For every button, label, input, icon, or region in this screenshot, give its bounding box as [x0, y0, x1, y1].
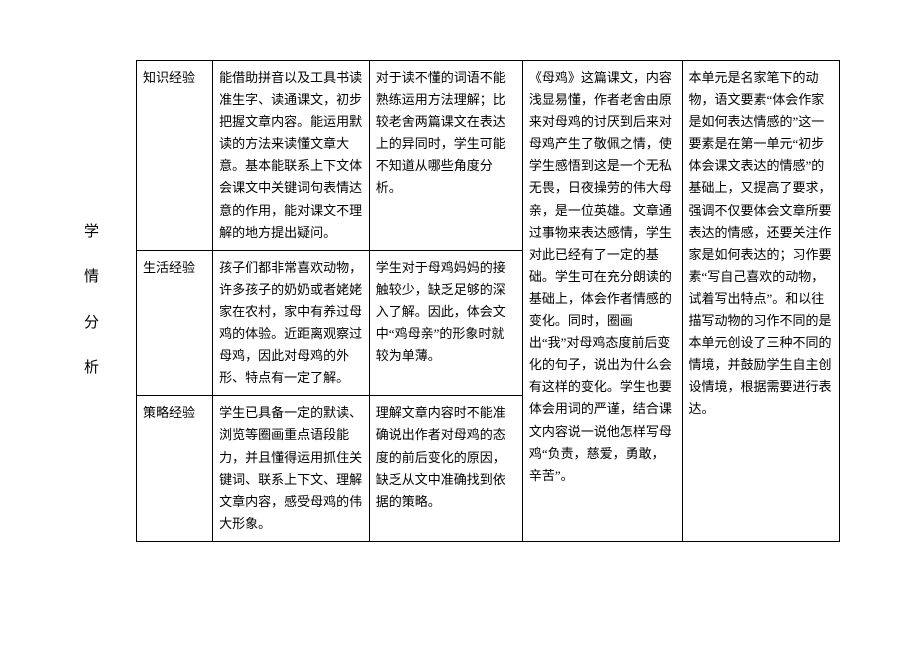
- row-header: 生活经验: [137, 250, 213, 396]
- side-title-char: 情: [84, 265, 108, 291]
- analysis-table: 知识经验 能借助拼音以及工具书读准生字、读通课文，初步把握文章内容。能运用默读的…: [136, 60, 840, 542]
- side-title-char: 学: [84, 220, 108, 246]
- cell-gap: 对于读不懂的词语不能熟练运用方法理解；比较老舍两篇课文在表达上的异同时，学生可能…: [369, 61, 522, 251]
- row-header: 知识经验: [137, 61, 213, 251]
- cell-existing: 学生已具备一定的默读、浏览等圈画重点语段能力，并且懂得运用抓住关键词、联系上下文…: [213, 396, 370, 542]
- side-title-char: 分: [84, 311, 108, 337]
- cell-existing: 孩子们都非常喜欢动物，许多孩子的奶奶或者姥姥家在农村，家中有养过母鸡的体验。近距…: [213, 250, 370, 396]
- cell-text-analysis: 《母鸡》这篇课文，内容浅显易懂，作者老舍由原来对母鸡的讨厌到后来对母鸡产生了敬佩…: [522, 61, 682, 542]
- side-title-char: 析: [84, 356, 108, 382]
- side-title: 学 情 分 析: [80, 60, 136, 542]
- cell-unit-analysis: 本单元是名家笔下的动物，语文要素“体会作家是如何表达情感的”这一要素是在第一单元…: [682, 61, 839, 542]
- cell-gap: 理解文章内容时不能准确说出作者对母鸡的态度的前后变化的原因，缺乏从文中准确找到依…: [369, 396, 522, 542]
- row-header: 策略经验: [137, 396, 213, 542]
- cell-gap: 学生对于母鸡妈妈的接触较少，缺乏足够的深入了解。因此，体会文中“鸡母亲”的形象时…: [369, 250, 522, 396]
- cell-existing: 能借助拼音以及工具书读准生字、读通课文，初步把握文章内容。能运用默读的方法来读懂…: [213, 61, 370, 251]
- table-row: 知识经验 能借助拼音以及工具书读准生字、读通课文，初步把握文章内容。能运用默读的…: [137, 61, 840, 251]
